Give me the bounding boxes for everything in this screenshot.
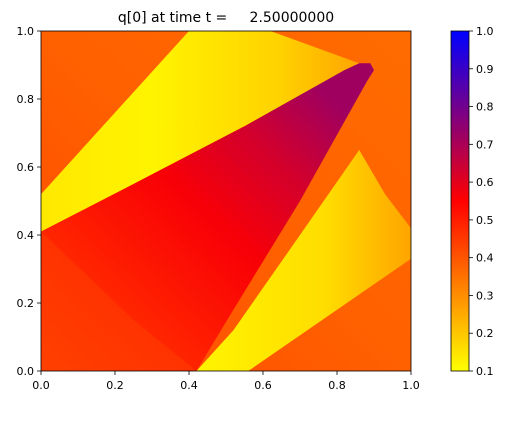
x-tick-label: 0.4 [180,379,198,392]
colorbar-tick-label: 1.0 [476,25,494,38]
x-tick-label: 0.0 [32,379,50,392]
x-tick-label: 0.6 [254,379,272,392]
heatmap-lower-band [196,150,411,371]
y-tick-label: 0.2 [17,297,35,310]
x-axis: 0.0 0.2 0.4 0.6 0.8 1.0 [32,371,420,392]
x-tick-label: 1.0 [402,379,420,392]
colorbar-tick-label: 0.4 [476,252,494,265]
y-tick-label: 0.4 [17,229,35,242]
y-tick-label: 0.6 [17,161,35,174]
x-tick-label: 0.2 [106,379,124,392]
colorbar-tick-label: 0.1 [476,365,494,378]
colorbar-tick-label: 0.9 [476,63,494,76]
colorbar-tick-label: 0.6 [476,176,494,189]
heatmap-triangle-shade [41,231,197,371]
colorbar-frame [450,30,470,372]
colorbar-tick-label: 0.2 [476,327,494,340]
y-tick-label: 0.8 [17,93,35,106]
chart-title: q[0] at time t = 2.50000000 [118,10,334,26]
y-tick-label: 1.0 [17,25,35,38]
plot-area [41,31,411,371]
heatmap-upper-band [41,31,360,232]
x-tick-label: 0.8 [328,379,346,392]
y-tick-label: 0.0 [17,365,35,378]
heatmap-triangle-region [41,63,374,371]
colorbar-tick-label: 0.5 [476,214,494,227]
plot-frame [40,30,412,372]
y-axis: 0.0 0.2 0.4 0.6 0.8 1.0 [17,25,41,378]
colorbar-tick-label: 0.8 [476,101,494,114]
colorbar-tick-label: 0.7 [476,138,494,151]
colorbar-gradient [451,31,469,371]
colorbar: 0.1 0.2 0.3 0.4 0.5 0.6 0.7 0.8 0.9 1.0 [450,25,494,378]
colorbar-tick-label: 0.3 [476,289,494,302]
